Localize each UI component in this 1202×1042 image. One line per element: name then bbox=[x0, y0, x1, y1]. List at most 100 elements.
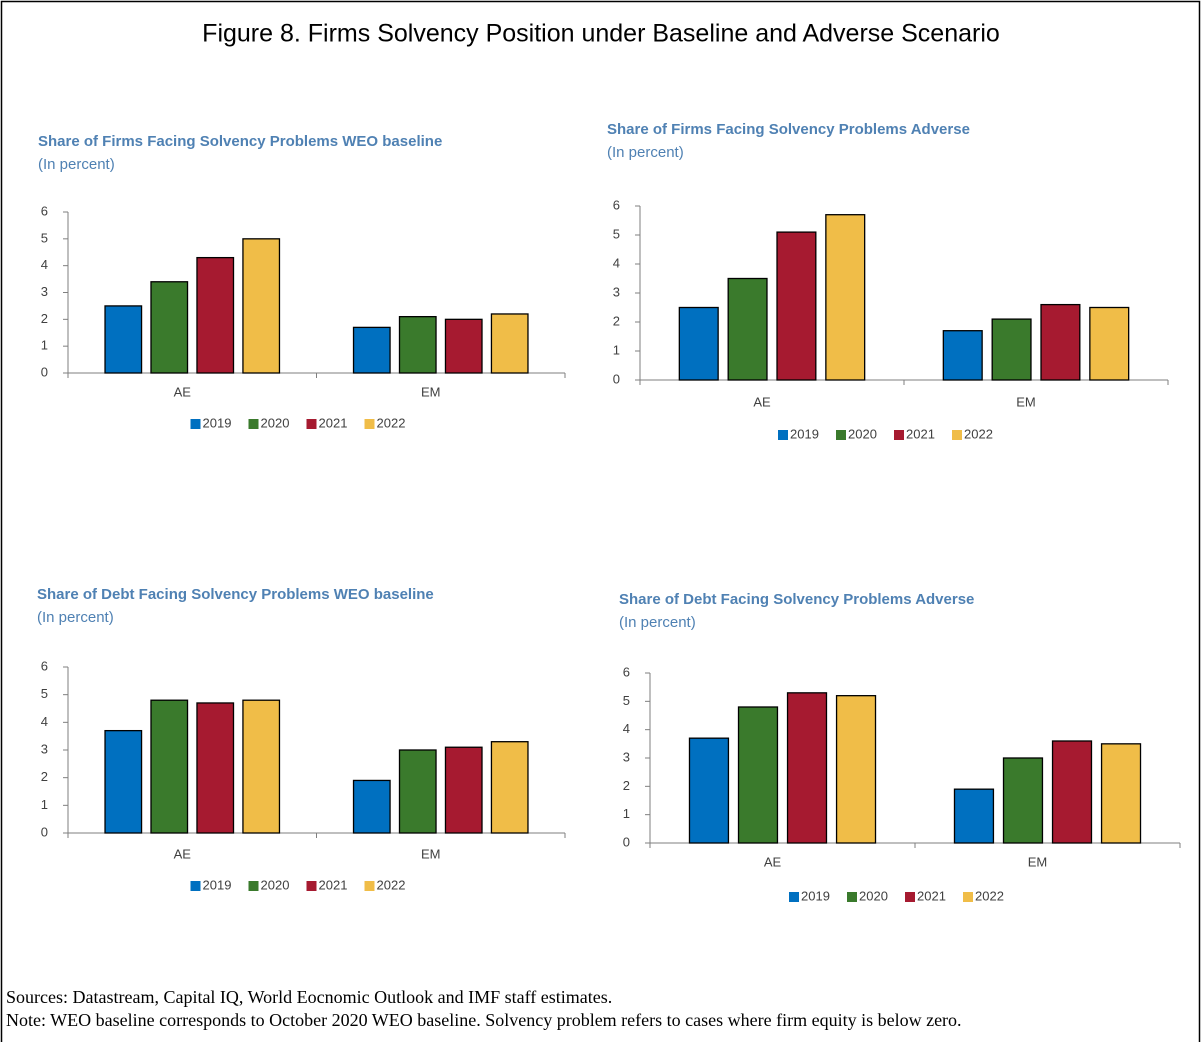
bar bbox=[1100, 743, 1142, 844]
legend-swatch bbox=[836, 430, 846, 440]
y-tick-label: 3 bbox=[623, 749, 630, 764]
legend-label: 2019 bbox=[801, 888, 830, 903]
chart-title: Share of Firms Facing Solvency Problems … bbox=[38, 133, 442, 150]
legend-swatch bbox=[905, 892, 915, 902]
y-tick-label: 2 bbox=[41, 311, 48, 326]
chart-title: Share of Debt Facing Solvency Problems A… bbox=[619, 591, 974, 608]
y-tick-label: 5 bbox=[41, 686, 48, 701]
legend-label: 2019 bbox=[203, 415, 232, 430]
bar bbox=[490, 313, 529, 374]
bar bbox=[398, 749, 437, 834]
y-tick-label: 3 bbox=[613, 284, 620, 299]
sources: Sources: Datastream, Capital IQ, World E… bbox=[6, 987, 613, 1007]
legend-swatch bbox=[894, 430, 904, 440]
legend-label: 2020 bbox=[261, 877, 290, 892]
legend-label: 2020 bbox=[261, 415, 290, 430]
x-tick-label: EM bbox=[421, 846, 441, 861]
legend-label: 2022 bbox=[975, 888, 1004, 903]
y-tick-label: 1 bbox=[41, 338, 48, 353]
x-tick-label: AE bbox=[174, 846, 192, 861]
y-tick-label: 5 bbox=[613, 226, 620, 241]
legend-label: 2022 bbox=[377, 877, 406, 892]
chart-subtitle: (In percent) bbox=[607, 144, 684, 161]
bar bbox=[444, 318, 483, 374]
bar bbox=[942, 330, 983, 381]
legend-swatch bbox=[778, 430, 788, 440]
bar bbox=[1040, 303, 1081, 381]
legend-swatch bbox=[364, 881, 375, 891]
bar bbox=[352, 326, 391, 374]
y-tick-label: 6 bbox=[41, 203, 48, 218]
y-tick-label: 1 bbox=[41, 797, 48, 812]
bar bbox=[1002, 757, 1044, 844]
bar bbox=[835, 695, 877, 844]
y-tick-label: 5 bbox=[41, 230, 48, 245]
y-tick-label: 3 bbox=[41, 284, 48, 299]
y-tick-label: 4 bbox=[613, 255, 620, 270]
y-tick-label: 0 bbox=[41, 364, 48, 379]
bar bbox=[490, 741, 529, 834]
bar bbox=[352, 779, 391, 834]
y-tick-label: 0 bbox=[41, 824, 48, 839]
y-tick-label: 3 bbox=[41, 741, 48, 756]
legend-swatch bbox=[306, 419, 317, 429]
bar bbox=[242, 238, 281, 374]
bar bbox=[1089, 306, 1130, 381]
y-tick-label: 2 bbox=[41, 769, 48, 784]
legend-label: 2019 bbox=[790, 426, 819, 441]
y-tick-label: 0 bbox=[613, 371, 620, 386]
bar bbox=[776, 231, 817, 381]
y-tick-label: 6 bbox=[623, 664, 630, 679]
legend-swatch bbox=[952, 430, 962, 440]
legend-swatch bbox=[963, 892, 973, 902]
legend-swatch bbox=[847, 892, 857, 902]
bar bbox=[196, 702, 235, 834]
note: Note: WEO baseline corresponds to Octobe… bbox=[6, 1010, 962, 1030]
x-tick-label: EM bbox=[1028, 854, 1048, 869]
x-tick-label: AE bbox=[764, 854, 782, 869]
bar bbox=[398, 315, 437, 374]
bar bbox=[727, 277, 768, 381]
bar bbox=[242, 699, 281, 834]
x-tick-label: AE bbox=[753, 394, 771, 409]
legend-swatch bbox=[248, 419, 259, 429]
chart-subtitle: (In percent) bbox=[619, 614, 696, 631]
legend-label: 2021 bbox=[917, 888, 946, 903]
legend-label: 2021 bbox=[319, 877, 348, 892]
legend-swatch bbox=[306, 881, 317, 891]
y-tick-label: 1 bbox=[623, 806, 630, 821]
bar bbox=[150, 281, 189, 374]
x-tick-label: EM bbox=[1016, 394, 1036, 409]
y-tick-label: 0 bbox=[623, 834, 630, 849]
bar bbox=[737, 706, 779, 844]
y-tick-label: 4 bbox=[41, 714, 48, 729]
bar bbox=[688, 737, 730, 844]
x-tick-label: EM bbox=[421, 384, 441, 399]
chart-title: Share of Firms Facing Solvency Problems … bbox=[607, 121, 970, 138]
bar bbox=[825, 214, 866, 381]
legend-swatch bbox=[190, 419, 201, 429]
chart-title: Share of Debt Facing Solvency Problems W… bbox=[37, 586, 434, 603]
y-tick-label: 2 bbox=[613, 313, 620, 328]
bar bbox=[104, 729, 143, 834]
legend-label: 2020 bbox=[859, 888, 888, 903]
bar bbox=[786, 692, 828, 844]
x-tick-label: AE bbox=[174, 384, 192, 399]
y-tick-label: 4 bbox=[41, 257, 48, 272]
legend-label: 2022 bbox=[377, 415, 406, 430]
bar bbox=[150, 699, 189, 834]
y-tick-label: 6 bbox=[613, 197, 620, 212]
legend-swatch bbox=[190, 881, 201, 891]
y-tick-label: 4 bbox=[623, 721, 630, 736]
y-tick-label: 6 bbox=[41, 658, 48, 673]
legend-swatch bbox=[789, 892, 799, 902]
bar bbox=[678, 306, 719, 381]
legend-label: 2022 bbox=[964, 426, 993, 441]
y-tick-label: 5 bbox=[623, 693, 630, 708]
chart-subtitle: (In percent) bbox=[37, 609, 114, 626]
legend-swatch bbox=[248, 881, 259, 891]
bar bbox=[196, 256, 235, 374]
